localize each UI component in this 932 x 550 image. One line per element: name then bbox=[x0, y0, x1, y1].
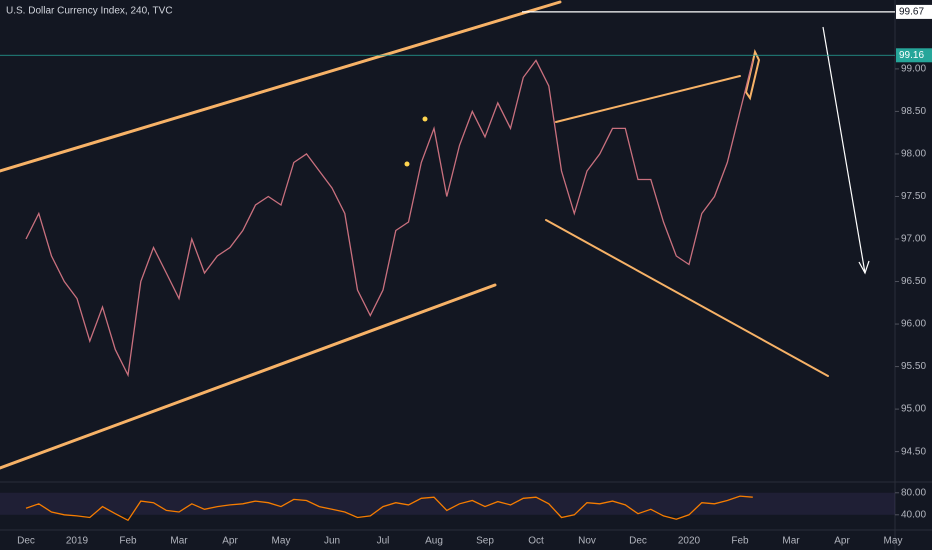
y-tick-label: 97.00 bbox=[901, 234, 926, 245]
y-tick-label: 96.00 bbox=[901, 319, 926, 330]
y-tick-label: 97.50 bbox=[901, 191, 926, 202]
trendline bbox=[545, 219, 829, 377]
x-tick-label: Dec bbox=[629, 536, 647, 547]
x-tick-label: Oct bbox=[528, 536, 544, 547]
y-tick-label: 96.50 bbox=[901, 276, 926, 287]
arrow-shaft bbox=[822, 26, 866, 274]
marker-dot bbox=[422, 116, 428, 122]
y-tick-label: 98.00 bbox=[901, 149, 926, 160]
price-line bbox=[25, 59, 754, 378]
trendline bbox=[0, 0, 562, 173]
arrow-head bbox=[858, 260, 870, 275]
price-label-box bbox=[896, 4, 932, 19]
price-label: 99.67 bbox=[899, 7, 924, 18]
trendline bbox=[0, 283, 497, 470]
x-tick-label: May bbox=[884, 536, 903, 547]
arrow bbox=[822, 26, 870, 275]
y-tick-label: 95.00 bbox=[901, 404, 926, 415]
x-tick-label: Feb bbox=[731, 536, 749, 547]
price-label: 99.16 bbox=[899, 50, 924, 61]
x-tick-label: Sep bbox=[476, 536, 494, 547]
y-tick-label: 99.00 bbox=[901, 64, 926, 75]
price-line bbox=[25, 495, 753, 522]
trendline bbox=[555, 75, 741, 123]
x-tick-label: Mar bbox=[170, 536, 188, 547]
trendlines bbox=[0, 0, 829, 470]
y-tick-label: 95.50 bbox=[901, 361, 926, 372]
x-tick-label: May bbox=[272, 536, 291, 547]
x-tick-label: 2020 bbox=[678, 536, 701, 547]
y-tick-label: 94.50 bbox=[901, 446, 926, 457]
marker-dot bbox=[404, 161, 410, 167]
x-tick-label: Apr bbox=[222, 536, 238, 547]
x-tick-label: Apr bbox=[834, 536, 850, 547]
rsi-band bbox=[0, 492, 895, 515]
x-tick-label: Aug bbox=[425, 536, 443, 547]
chart-title: U.S. Dollar Currency Index, 240, TVC bbox=[6, 6, 173, 17]
price-label-box bbox=[896, 48, 932, 63]
x-tick-label: Dec bbox=[17, 536, 35, 547]
x-tick-label: Feb bbox=[119, 536, 137, 547]
y-tick-label: 80.00 bbox=[901, 487, 926, 498]
x-tick-label: Jun bbox=[324, 536, 340, 547]
x-tick-label: 2019 bbox=[66, 536, 89, 547]
y-tick-label: 40.00 bbox=[901, 509, 926, 520]
y-tick-label: 98.50 bbox=[901, 106, 926, 117]
x-tick-label: Mar bbox=[782, 536, 800, 547]
x-tick-label: Nov bbox=[578, 536, 596, 547]
x-tick-label: Jul bbox=[377, 536, 390, 547]
